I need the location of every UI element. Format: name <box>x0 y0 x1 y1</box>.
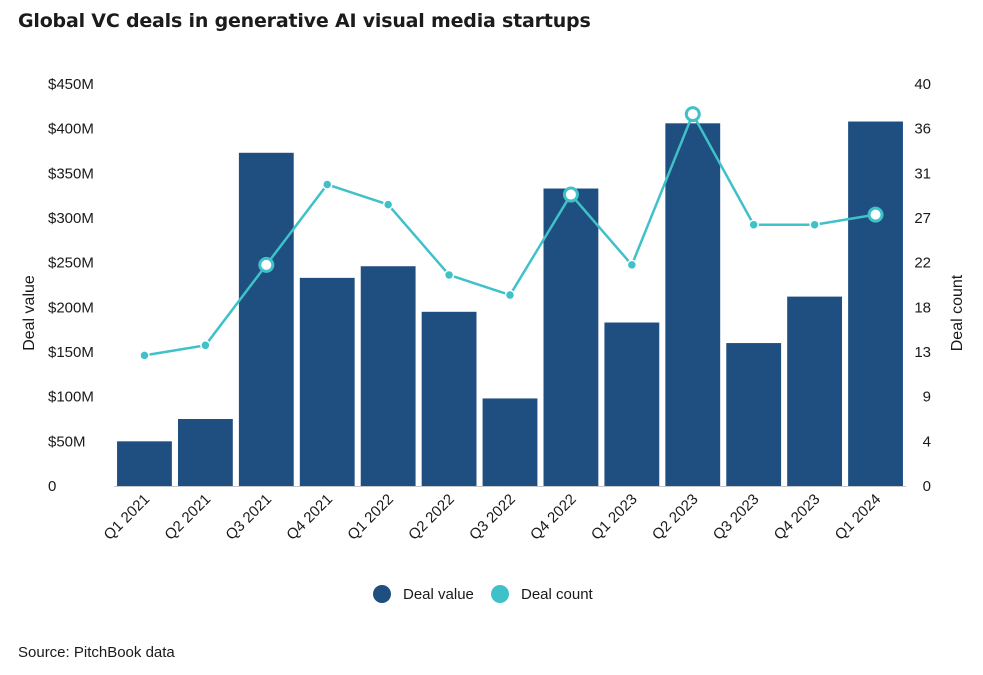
bar-q2-2022 <box>421 311 477 486</box>
x-tick-label: Q1 2022 <box>344 491 397 544</box>
y-tick-label: $300M <box>48 210 94 227</box>
x-tick-label: Q4 2022 <box>527 491 580 544</box>
y-tick-label: $100M <box>48 389 94 406</box>
deal-count-point-q3-2023 <box>748 219 759 230</box>
y-tick-label: $150M <box>48 344 94 361</box>
y2-tick-label: 9 <box>923 389 931 406</box>
y2-tick-label: 22 <box>914 255 931 272</box>
line-series-deal-count <box>139 106 884 361</box>
bar-q2-2023 <box>665 123 721 486</box>
y-axis-right: 0 4 9 13 18 22 27 31 36 40 <box>914 76 931 495</box>
y2-tick-label: 4 <box>923 433 931 450</box>
x-tick-label: Q3 2021 <box>222 491 275 544</box>
y-tick-label: $50M <box>48 433 86 450</box>
deal-count-point-q4-2021 <box>321 179 333 190</box>
x-tick-label: Q3 2022 <box>466 491 519 544</box>
y2-tick-label: 18 <box>914 299 931 316</box>
x-axis: Q1 2021 Q2 2021 Q3 2021 Q4 2021 Q1 2022 Q2 20… <box>101 491 885 544</box>
y2-axis-title: Deal count <box>949 274 966 351</box>
legend-swatch-deal-count <box>491 585 509 603</box>
deal-count-point-q3-2021 <box>258 256 275 273</box>
x-tick-label: Q4 2023 <box>771 491 824 544</box>
y2-tick-label: 13 <box>914 344 931 361</box>
bar-q1-2023 <box>604 322 660 486</box>
y-tick-label: $400M <box>48 121 94 138</box>
y2-tick-label: 0 <box>923 478 931 495</box>
chart-title: Global VC deals in generative AI visual … <box>18 10 591 32</box>
bar-q1-2022 <box>360 266 416 486</box>
x-tick-label: Q1 2023 <box>588 491 641 544</box>
bar-q2-2021 <box>177 419 233 486</box>
combo-chart: 0 $50M $100M $150M $200M $250M $300M $350M $400M… <box>21 76 966 603</box>
bar-q1-2021 <box>117 441 172 486</box>
deal-count-point-q1-2022 <box>382 199 394 210</box>
x-tick-label: Q2 2023 <box>649 491 702 544</box>
bar-q3-2023 <box>726 343 782 486</box>
bar-series-deal-value <box>117 121 903 487</box>
legend: Deal value Deal count <box>373 585 594 603</box>
bar-q4-2022 <box>543 188 599 486</box>
x-tick-label: Q1 2024 <box>832 491 885 544</box>
y-axis-left: 0 $50M $100M $150M $200M $250M $300M $350M $400M… <box>48 76 94 495</box>
bar-q3-2021 <box>238 152 294 486</box>
deal-count-point-q2-2021 <box>200 340 211 351</box>
y2-tick-label: 27 <box>914 210 931 227</box>
x-tick-label: Q4 2021 <box>283 491 336 544</box>
deal-count-point-q4-2023 <box>809 219 820 230</box>
y-tick-label: 0 <box>48 478 56 495</box>
deal-count-point-q1-2021 <box>139 350 150 361</box>
deal-count-point-q4-2022 <box>562 186 579 203</box>
deal-count-point-q1-2024 <box>867 206 884 223</box>
y-tick-label: $250M <box>48 255 94 272</box>
bar-q4-2023 <box>787 296 843 486</box>
y2-tick-label: 31 <box>914 165 931 182</box>
x-tick-label: Q3 2023 <box>710 491 763 544</box>
y2-tick-label: 36 <box>914 121 931 138</box>
y-tick-label: $350M <box>48 165 94 182</box>
y2-tick-label: 40 <box>914 76 931 93</box>
deal-count-point-q2-2023 <box>684 106 701 123</box>
x-tick-label: Q2 2021 <box>162 491 215 544</box>
y-tick-label: $450M <box>48 76 94 93</box>
y-tick-label: $200M <box>48 299 94 316</box>
bar-q3-2022 <box>482 398 538 486</box>
x-tick-label: Q1 2021 <box>101 491 154 544</box>
bar-q1-2024 <box>848 121 903 487</box>
source-note: Source: PitchBook data <box>18 644 175 661</box>
legend-swatch-deal-value <box>373 585 391 603</box>
deal-count-point-q3-2022 <box>504 289 516 301</box>
deal-count-point-q2-2022 <box>443 269 455 281</box>
legend-label-deal-value: Deal value <box>403 586 474 603</box>
legend-label-deal-count: Deal count <box>521 586 594 603</box>
y-axis-title: Deal value <box>21 275 38 351</box>
x-tick-label: Q2 2022 <box>405 491 458 544</box>
deal-count-point-q1-2023 <box>626 259 638 271</box>
bar-q4-2021 <box>299 277 355 486</box>
